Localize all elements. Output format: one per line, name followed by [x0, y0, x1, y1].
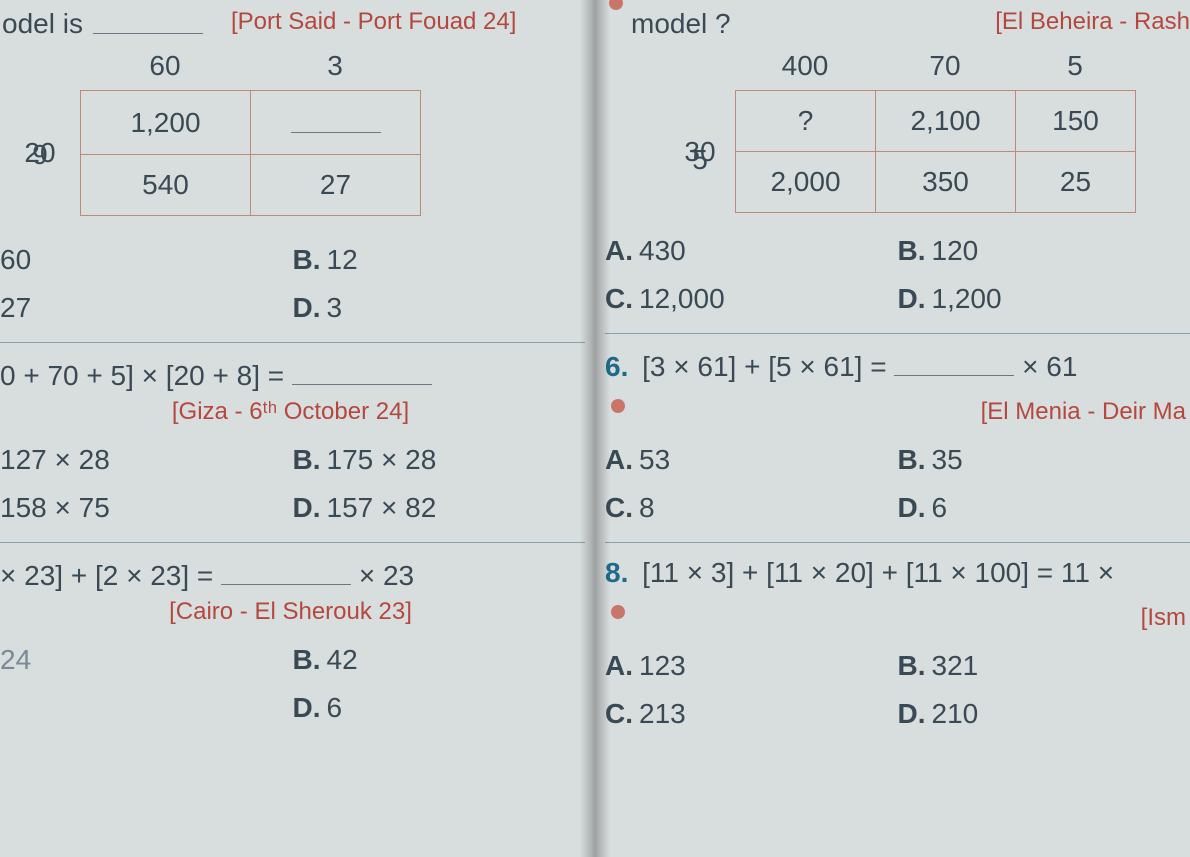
bullet-icon [611, 605, 625, 619]
q4-cell-02: 150 [1016, 91, 1136, 152]
q6-source: [El Menia - Deir Ma [605, 398, 1190, 426]
q6-expr: [3 × 61] + [5 × 61] = [642, 351, 886, 382]
q2-source: [Giza - 6ᵗʰ October 24] [0, 398, 585, 426]
q8-ans-d[interactable]: D.210 [898, 698, 1190, 730]
q4-ans-b[interactable]: B.120 [898, 235, 1190, 267]
q1-source: [Port Said - Port Fouad 24] [231, 8, 516, 36]
q4-rowhdr-1: 5 [665, 124, 735, 186]
q1-cell-00: 1,200 [81, 91, 251, 155]
q1-answers: 60 B.12 27 D.3 [0, 244, 585, 324]
q2-ans-d[interactable]: D.157 × 82 [293, 492, 586, 524]
q1-cell-10: 540 [81, 155, 251, 216]
q1-ans-d[interactable]: D.3 [293, 292, 586, 324]
q1-ans-a[interactable]: 60 [0, 244, 293, 276]
q3-answers: 24 B.42 D.6 [0, 644, 585, 724]
q4-area-model: 400 70 5 30 ? 2,100 150 2,000 350 25 [665, 46, 1190, 213]
q4-cell-10: 2,000 [736, 152, 876, 213]
separator [605, 542, 1190, 543]
q3-ans-a[interactable]: 24 [0, 644, 293, 676]
q4-ans-c[interactable]: C.12,000 [605, 283, 898, 315]
q1-prompt: odel is [0, 8, 83, 40]
q4-source: [El Beheira - Rash [995, 8, 1190, 36]
q6-tail: × 61 [1022, 351, 1077, 382]
q1-top-line: odel is [Port Said - Port Fouad 24] [0, 8, 585, 40]
bullet-icon [611, 399, 625, 413]
q6-number: 6. [605, 351, 628, 382]
right-column: model ? [El Beheira - Rash 400 70 5 30 ?… [595, 0, 1190, 857]
q1-grid: 1,200 540 27 [80, 90, 421, 216]
q4-prompt: model ? [631, 8, 731, 40]
q3-ans-c[interactable] [0, 692, 293, 724]
q4-ans-d[interactable]: D.1,200 [898, 283, 1190, 315]
q2-expr: 0 + 70 + 5] × [20 + 8] = [0, 357, 585, 392]
q4-colhdr-2: 5 [1015, 46, 1135, 90]
q8-line: 8. [11 × 3] + [11 × 20] + [11 × 100] = 1… [605, 557, 1190, 589]
q2-ans-a[interactable]: 127 × 28 [0, 444, 293, 476]
q1-colhdr-1: 3 [250, 46, 420, 90]
separator [0, 542, 585, 543]
q6-ans-a[interactable]: A.53 [605, 444, 898, 476]
q8-number: 8. [605, 557, 628, 588]
q8-ans-b[interactable]: B.321 [898, 650, 1190, 682]
q3-ans-d[interactable]: D.6 [293, 692, 586, 724]
q1-rowhdr-1: 9 [0, 115, 80, 181]
q1-area-model: 60 3 20 1,200 540 27 9 [0, 46, 585, 216]
q4-colhdr-0: 400 [735, 46, 875, 90]
q6-line: 6. [3 × 61] + [5 × 61] = × 61 [605, 348, 1190, 383]
q4-ans-a[interactable]: A.430 [605, 235, 898, 267]
q8-expr: [11 × 3] + [11 × 20] + [11 × 100] = 11 × [642, 557, 1114, 588]
q6-ans-b[interactable]: B.35 [898, 444, 1190, 476]
q8-source: [Ism [605, 604, 1190, 632]
q4-colhdr-1: 70 [875, 46, 1015, 90]
q6-ans-d[interactable]: D.6 [898, 492, 1190, 524]
q6-ans-c[interactable]: C.8 [605, 492, 898, 524]
q4-cell-12: 25 [1016, 152, 1136, 213]
page-root: odel is [Port Said - Port Fouad 24] 60 3… [0, 0, 1190, 857]
q1-blank [93, 8, 203, 34]
q4-cell-01: 2,100 [876, 91, 1016, 152]
left-column: odel is [Port Said - Port Fouad 24] 60 3… [0, 0, 595, 857]
q4-grid: ? 2,100 150 2,000 350 25 [735, 90, 1136, 213]
q8-ans-c[interactable]: C.213 [605, 698, 898, 730]
q4-cell-11: 350 [876, 152, 1016, 213]
q1-colhdr-0: 60 [80, 46, 250, 90]
q8-ans-a[interactable]: A.123 [605, 650, 898, 682]
q3-expr: × 23] + [2 × 23] = × 23 [0, 557, 585, 592]
q6-answers: A.53 B.35 C.8 D.6 [605, 444, 1190, 524]
q1-ans-c[interactable]: 27 [0, 292, 293, 324]
q2-answers: 127 × 28 B.175 × 28 158 × 75 D.157 × 82 [0, 444, 585, 524]
q4-answers: A.430 B.120 C.12,000 D.1,200 [605, 235, 1190, 315]
separator [605, 333, 1190, 334]
q4-top-line: model ? [El Beheira - Rash [605, 8, 1190, 40]
q4-cell-00: ? [736, 91, 876, 152]
q1-cell-01 [251, 91, 421, 155]
separator [0, 342, 585, 343]
q3-ans-b[interactable]: B.42 [293, 644, 586, 676]
q2-ans-b[interactable]: B.175 × 28 [293, 444, 586, 476]
q2-ans-c[interactable]: 158 × 75 [0, 492, 293, 524]
q1-ans-b[interactable]: B.12 [293, 244, 586, 276]
q8-answers: A.123 B.321 C.213 D.210 [605, 650, 1190, 730]
q3-source: [Cairo - El Sherouk 23] [0, 598, 585, 626]
q1-cell-11: 27 [251, 155, 421, 216]
